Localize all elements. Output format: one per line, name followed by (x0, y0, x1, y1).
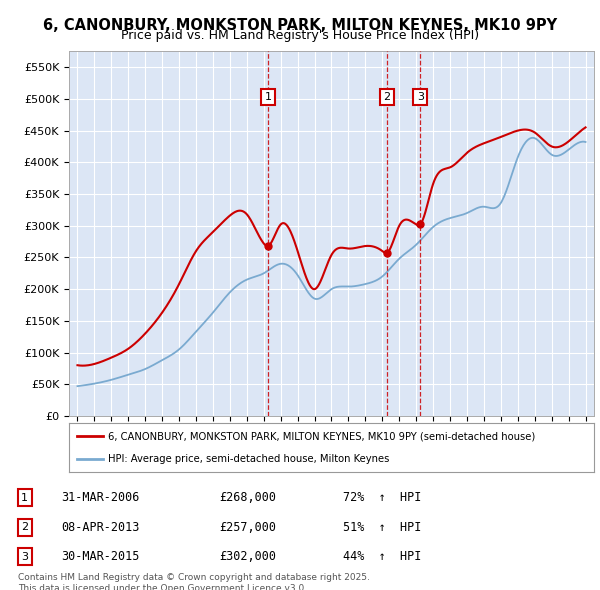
Text: Contains HM Land Registry data © Crown copyright and database right 2025.
This d: Contains HM Land Registry data © Crown c… (18, 573, 370, 590)
Text: 2: 2 (21, 522, 28, 532)
Text: 3: 3 (21, 552, 28, 562)
Text: 08-APR-2013: 08-APR-2013 (61, 521, 139, 534)
Text: Price paid vs. HM Land Registry's House Price Index (HPI): Price paid vs. HM Land Registry's House … (121, 30, 479, 42)
Text: 30-MAR-2015: 30-MAR-2015 (61, 550, 139, 563)
Text: 1: 1 (21, 493, 28, 503)
Text: 6, CANONBURY, MONKSTON PARK, MILTON KEYNES, MK10 9PY (semi-detached house): 6, CANONBURY, MONKSTON PARK, MILTON KEYN… (109, 431, 536, 441)
Text: £302,000: £302,000 (220, 550, 277, 563)
Text: 72%  ↑  HPI: 72% ↑ HPI (343, 491, 422, 504)
Text: 6, CANONBURY, MONKSTON PARK, MILTON KEYNES, MK10 9PY: 6, CANONBURY, MONKSTON PARK, MILTON KEYN… (43, 18, 557, 32)
Text: 1: 1 (265, 92, 271, 102)
Text: £268,000: £268,000 (220, 491, 277, 504)
Text: 3: 3 (417, 92, 424, 102)
Text: £257,000: £257,000 (220, 521, 277, 534)
Text: 31-MAR-2006: 31-MAR-2006 (61, 491, 139, 504)
Text: 44%  ↑  HPI: 44% ↑ HPI (343, 550, 422, 563)
Text: 2: 2 (383, 92, 391, 102)
Text: HPI: Average price, semi-detached house, Milton Keynes: HPI: Average price, semi-detached house,… (109, 454, 390, 464)
Text: 51%  ↑  HPI: 51% ↑ HPI (343, 521, 422, 534)
